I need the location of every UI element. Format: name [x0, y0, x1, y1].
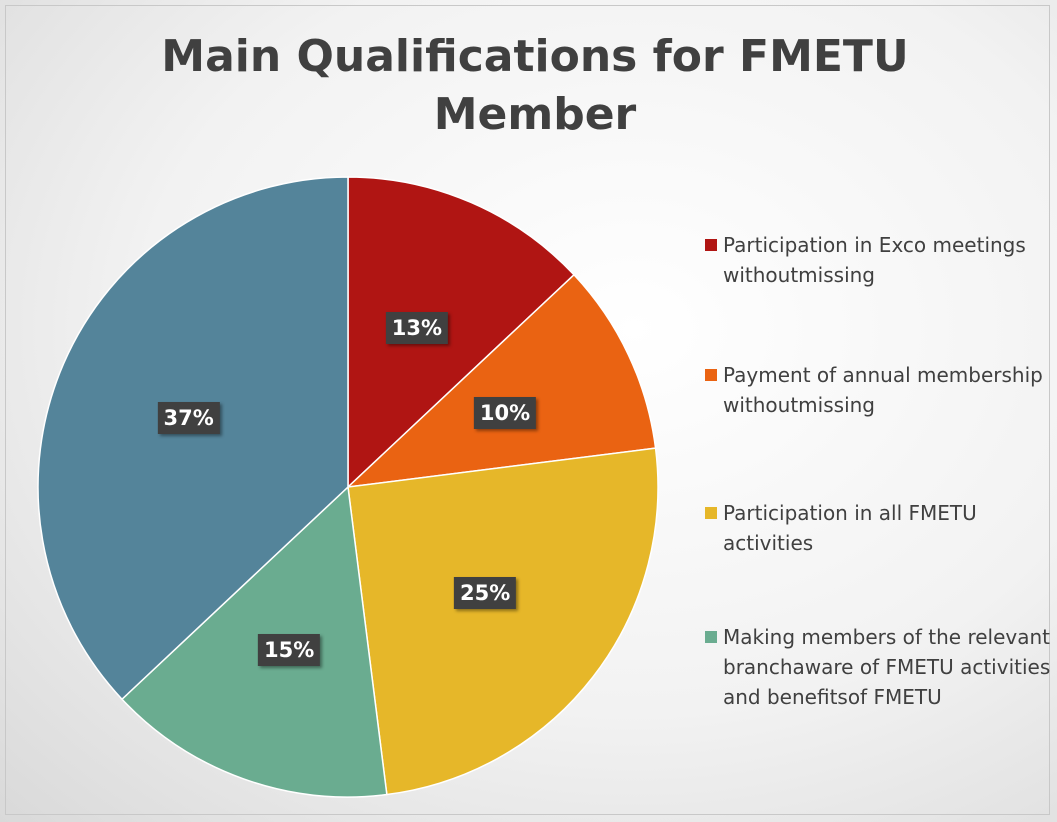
data-label: 15% [258, 634, 321, 667]
data-label: 13% [385, 311, 449, 344]
legend-item: Making members of the relevant branchawa… [705, 622, 1057, 712]
legend-item: Participation in Exco meetings withoutmi… [705, 230, 1057, 290]
chart-title: Main Qualifications for FMETU Member [161, 31, 909, 140]
pie-slice [347, 447, 659, 796]
legend-label: Participation in Exco meetings withoutmi… [723, 233, 1026, 287]
pie-slice [120, 485, 388, 798]
legend-item: Payment of annual membership withoutmiss… [705, 360, 1057, 420]
legend-label: Making members of the relevant branchawa… [723, 625, 1051, 709]
legend-label: Participation in all FMETU activities [723, 501, 977, 555]
pie-slice [37, 176, 349, 701]
chart-frame [5, 5, 1050, 815]
pie-slice [347, 176, 576, 489]
data-label: 37% [157, 402, 220, 435]
pie-slice [345, 273, 657, 489]
data-label: 25% [454, 577, 517, 610]
legend-swatch [705, 239, 717, 251]
data-label: 10% [473, 397, 537, 430]
legend-label: Payment of annual membership withoutmiss… [723, 363, 1043, 417]
legend-swatch [705, 631, 717, 643]
legend-swatch [705, 369, 717, 381]
legend-item: Participation in all FMETU activities [705, 498, 1057, 558]
legend-swatch [705, 507, 717, 519]
